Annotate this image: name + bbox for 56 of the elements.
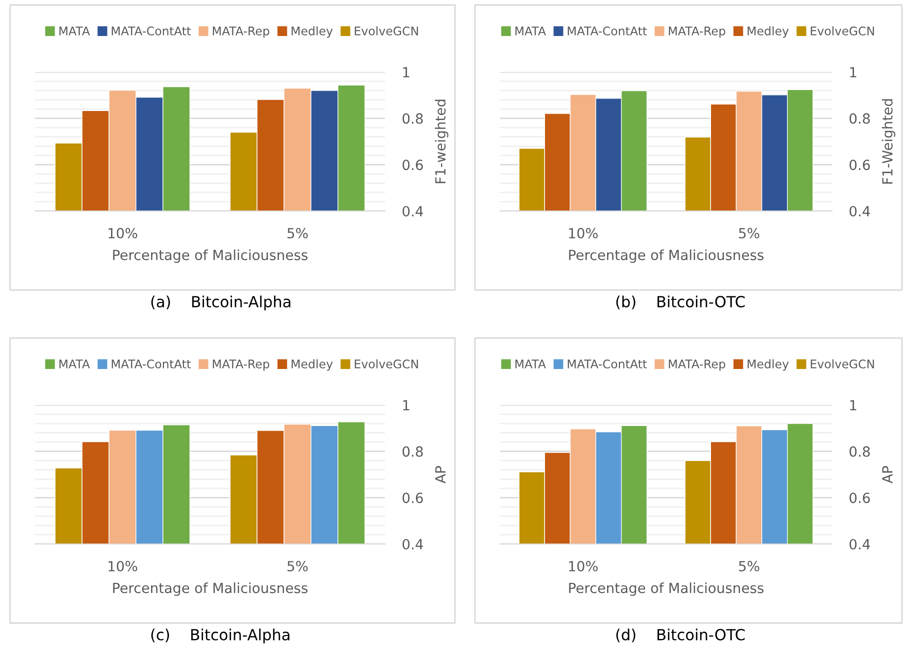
- legend-label: EvolveGCN: [810, 26, 874, 36]
- y-tick-label: 0.4: [402, 538, 423, 550]
- x-axis-title: Percentage of Maliciousness: [113, 582, 308, 596]
- legend-label: MATA-ContAtt: [568, 359, 647, 368]
- legend-label: MATA-ContAtt: [112, 26, 191, 36]
- legend-label: MATA: [59, 26, 90, 36]
- legend-label: MATA-Rep: [668, 26, 726, 38]
- legend-label: EvolveGCN: [354, 359, 418, 368]
- y-tick-label: 1: [403, 67, 410, 78]
- legend-label: MATA: [515, 360, 546, 368]
- y-tick-label: 0.4: [402, 206, 423, 216]
- y-tick-label: 0.8: [850, 113, 870, 124]
- x-tick-label: 5%: [288, 560, 308, 572]
- x-axis-title: Percentage of Maliciousness: [113, 249, 308, 263]
- y-tick-label: 1: [403, 400, 410, 410]
- legend-label: MATA-Rep: [212, 360, 270, 371]
- y-tick-label: 0.8: [402, 446, 423, 457]
- x-axis-title: Percentage of Maliciousness: [569, 249, 764, 263]
- y-tick-label: 0.6: [402, 160, 423, 170]
- x-tick-label: 5%: [739, 228, 760, 238]
- y-tick-label: 0.8: [402, 113, 423, 124]
- y-tick-label: 0.6: [402, 492, 423, 504]
- text: (b) Bitcoin-OTC: [616, 296, 745, 310]
- legend-label: MATA-ContAtt: [568, 26, 647, 36]
- legend-label: MATA: [515, 26, 546, 36]
- y-tick-label: 0.6: [850, 492, 870, 504]
- y-axis-title: AP: [882, 466, 892, 484]
- legend-label: MATA-Rep: [212, 26, 270, 38]
- legend-label: EvolveGCN: [810, 359, 874, 368]
- legend-label: MATA-Rep: [668, 360, 726, 371]
- y-axis-title: AP: [435, 466, 446, 484]
- x-tick-label: 10%: [569, 228, 598, 238]
- x-tick-label: 10%: [569, 560, 598, 572]
- y-tick-label: 0.4: [850, 538, 870, 550]
- legend-label: Medley: [748, 26, 789, 38]
- legend-label: Medley: [748, 359, 789, 371]
- y-tick-label: 0.4: [850, 206, 870, 216]
- y-tick-label: 1: [850, 67, 856, 78]
- x-tick-label: 10%: [108, 560, 138, 572]
- x-tick-label: 5%: [288, 228, 308, 238]
- y-axis-title: F1-weighted: [434, 100, 448, 184]
- text: (a) Bitcoin-Alpha: [151, 296, 290, 310]
- x-tick-label: 10%: [108, 228, 138, 238]
- legend-label: MATA: [59, 360, 90, 368]
- y-axis-title: F1-Weighted: [882, 99, 896, 184]
- x-tick-label: 5%: [739, 560, 760, 572]
- text: (d) Bitcoin-OTC: [616, 628, 745, 642]
- legend-label: MATA-ContAtt: [112, 359, 191, 368]
- legend-label: Medley: [292, 26, 333, 38]
- legend-label: Medley: [292, 359, 333, 371]
- y-tick-label: 1: [850, 400, 856, 410]
- legend-label: EvolveGCN: [354, 26, 418, 36]
- y-tick-label: 0.8: [850, 446, 870, 457]
- x-axis-title: Percentage of Maliciousness: [569, 582, 764, 596]
- y-tick-label: 0.6: [850, 160, 870, 170]
- text: (c) Bitcoin-Alpha: [151, 628, 290, 644]
